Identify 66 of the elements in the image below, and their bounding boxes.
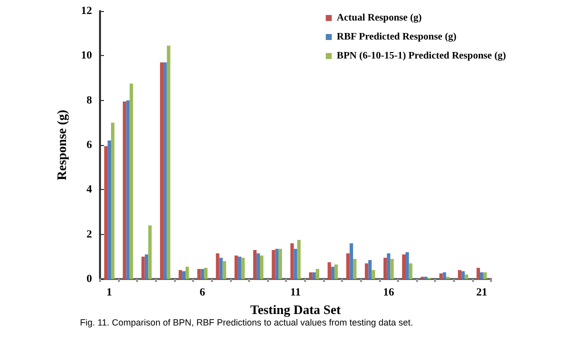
bar (480, 272, 484, 279)
x-tick-label: 16 (383, 286, 395, 298)
legend-label: BPN (6-10-15-1) Predicted Response (g) (336, 50, 506, 62)
y-tick-label: 4 (86, 184, 92, 196)
bar (126, 100, 130, 279)
bar (253, 250, 257, 279)
x-tick-label: 6 (200, 286, 206, 298)
bar (353, 258, 356, 279)
x-axis-title: Testing Data Set (250, 302, 342, 317)
bar (222, 261, 226, 279)
bar (402, 254, 406, 279)
bar (238, 256, 242, 279)
bar (275, 248, 279, 279)
bar (256, 253, 260, 279)
bar (278, 248, 282, 279)
bar (108, 140, 112, 279)
bar (458, 270, 462, 279)
bar (216, 253, 220, 279)
bar (406, 252, 409, 279)
x-tick-label: 21 (476, 286, 488, 298)
x-tick-label: 11 (290, 286, 301, 298)
bar (185, 266, 189, 279)
bar (309, 272, 312, 279)
bar (350, 243, 354, 279)
legend-label: Actual Response (g) (336, 12, 422, 24)
caption: Fig. 11. Comparison of BPN, RBF Predictions to actual values from testing data set. (80, 318, 413, 328)
bar (241, 258, 245, 279)
bar (200, 268, 204, 279)
bar (130, 84, 134, 279)
bar (408, 263, 412, 279)
bar (104, 146, 108, 279)
bar (328, 262, 332, 279)
bar (182, 271, 186, 279)
bar (111, 122, 114, 279)
bar (234, 256, 238, 279)
bar (346, 253, 350, 279)
bar (204, 268, 208, 279)
bar (461, 271, 465, 279)
bar (144, 254, 148, 279)
bar (141, 256, 145, 279)
y-tick-label: 0 (86, 273, 92, 285)
y-tick-label: 6 (86, 139, 92, 151)
bar (178, 270, 182, 279)
bar (442, 272, 446, 279)
y-tick-label: 2 (86, 228, 92, 240)
bar (383, 258, 387, 279)
y-tick-label: 10 (81, 50, 92, 62)
y-tick-label: 12 (81, 5, 92, 17)
y-axis-title: Response (g) (54, 110, 69, 180)
bar (476, 268, 480, 279)
bar (364, 263, 368, 279)
bar (483, 272, 487, 279)
bar (290, 243, 294, 279)
bar (331, 266, 334, 279)
bar (297, 240, 301, 279)
bar (372, 270, 376, 279)
bar (163, 62, 167, 279)
bar (166, 46, 170, 279)
bar (260, 256, 264, 279)
bar (312, 272, 316, 279)
bar (334, 264, 338, 279)
y-tick-label: 8 (86, 94, 92, 106)
x-tick-label: 1 (106, 286, 112, 298)
legend-label: RBF Predicted Response (g) (336, 32, 456, 42)
bar (160, 62, 164, 279)
bar (386, 253, 390, 279)
